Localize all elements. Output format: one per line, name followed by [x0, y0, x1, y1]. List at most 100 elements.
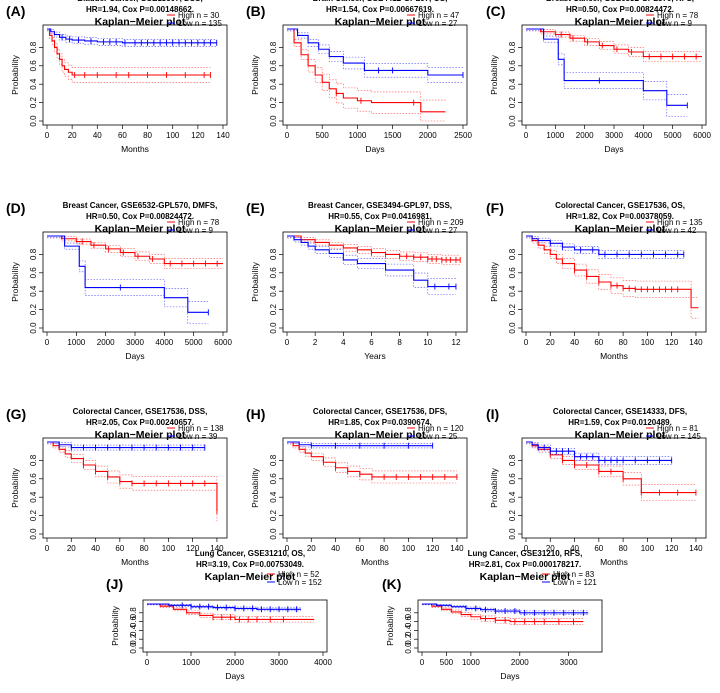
- legend-label: High n = 47: [418, 11, 460, 20]
- km-panel: (I) Colorectal Cancer, GSE14333, DFS, HR=1…: [486, 406, 707, 567]
- y-tick-label: 0.6: [129, 615, 138, 627]
- x-tick-label: 80: [140, 544, 149, 553]
- plot-title: Kaplan−Meier plot: [95, 223, 186, 235]
- plot-title: Kaplan−Meier plot: [335, 429, 426, 441]
- chart-title: Breast Cancer, GSE6532-GPL570, DMFS,: [63, 201, 218, 210]
- y-axis-label: Probability: [10, 467, 20, 507]
- y-tick-label: 0.6: [29, 60, 38, 72]
- x-tick-label: 500: [316, 131, 330, 140]
- panel-label: (I): [486, 406, 499, 422]
- y-tick-label: 0.6: [404, 615, 413, 627]
- chart-title: Colorectal Cancer, GSE17536, OS,: [555, 201, 685, 210]
- x-tick-label: 60: [115, 544, 124, 553]
- survival-curve: [147, 603, 301, 610]
- legend-label: Low n = 9: [178, 226, 213, 235]
- ci-lower: [287, 237, 461, 265]
- y-tick-label: 0.2: [29, 509, 38, 521]
- x-tick-label: 0: [45, 338, 50, 347]
- km-panel: (G) Colorectal Cancer, GSE17536, DSS, HR=2…: [6, 406, 228, 567]
- survival-curve: [47, 235, 209, 313]
- km-panel: (D) Breast Cancer, GSE6532-GPL570, DMFS, H…: [6, 200, 232, 361]
- x-tick-label: 40: [570, 338, 579, 347]
- x-tick-label: 0: [285, 544, 290, 553]
- y-tick-label: 0.4: [269, 491, 278, 503]
- panel-label: (K): [382, 576, 401, 592]
- ci-upper: [526, 28, 702, 52]
- survival-curve: [47, 441, 205, 449]
- y-axis-label: Probability: [489, 54, 499, 94]
- x-tick-label: 0: [285, 131, 290, 140]
- survival-curve: [526, 441, 696, 494]
- y-tick-label: 0.4: [508, 491, 517, 503]
- y-tick-label: 0.8: [269, 248, 278, 260]
- ci-lower: [47, 443, 218, 522]
- legend-label: Low n = 42: [657, 226, 697, 235]
- chart-title: Colorectal Cancer, GSE14333, DFS,: [553, 407, 687, 416]
- ci-lower: [47, 30, 217, 47]
- y-tick-label: 0.6: [29, 473, 38, 485]
- x-tick-label: 20: [546, 338, 555, 347]
- km-panel: (A) Bladder Cancer, GSE13507, DSS, HR=1.94…: [6, 0, 230, 154]
- survival-curve: [47, 28, 217, 44]
- x-tick-label: 0: [45, 131, 50, 140]
- y-axis-label: Probability: [385, 605, 395, 645]
- y-tick-label: 0.8: [129, 607, 138, 619]
- chart-title: Colorectal Cancer, GSE17536, DSS,: [73, 407, 208, 416]
- x-axis-label: Months: [121, 557, 149, 567]
- chart-subtitle: HR=1.85, Cox P=0.0390674.: [328, 418, 432, 427]
- y-tick-label: 0.0: [404, 642, 413, 654]
- legend-label: High n = 120: [418, 424, 464, 433]
- plot-frame: [282, 437, 468, 539]
- km-panel: (E) Breast Cancer, GSE3494-GPL97, DSS, HR=…: [246, 200, 468, 361]
- plot-frame: [42, 231, 228, 333]
- x-tick-label: 20: [307, 544, 316, 553]
- survival-curve: [526, 235, 684, 255]
- x-tick-label: 60: [118, 131, 127, 140]
- ci-lower: [422, 604, 584, 625]
- ci-upper: [287, 235, 456, 279]
- x-tick-label: 20: [68, 131, 77, 140]
- plot-frame: [282, 24, 468, 126]
- y-tick-label: 0.4: [29, 285, 38, 297]
- ci-lower: [47, 237, 209, 324]
- chart-title: Lung Cancer, GSE31210, RFS,: [468, 549, 583, 558]
- x-tick-label: 120: [191, 131, 205, 140]
- panel-label: (F): [486, 200, 504, 216]
- x-tick-label: 3000: [270, 658, 288, 667]
- x-tick-label: 100: [162, 544, 176, 553]
- x-tick-label: 2000: [419, 131, 437, 140]
- y-axis-label: Probability: [489, 467, 499, 507]
- x-tick-label: 3000: [560, 658, 578, 667]
- x-tick-label: 100: [166, 131, 180, 140]
- survival-curve: [526, 28, 702, 58]
- x-tick-label: 40: [91, 544, 100, 553]
- panel-label: (H): [246, 406, 265, 422]
- y-tick-label: 0.0: [129, 642, 138, 654]
- y-axis-label: Probability: [250, 54, 260, 94]
- panel-label: (D): [6, 200, 25, 216]
- x-tick-label: 0: [524, 338, 529, 347]
- x-tick-label: 100: [641, 544, 655, 553]
- legend-label: High n = 78: [657, 11, 699, 20]
- panel-label: (G): [6, 406, 26, 422]
- x-tick-label: 1000: [462, 658, 480, 667]
- y-tick-label: 0.0: [508, 322, 517, 334]
- y-tick-label: 0.6: [508, 267, 517, 279]
- y-tick-label: 0.0: [508, 115, 517, 127]
- y-tick-label: 0.8: [508, 248, 517, 260]
- y-tick-label: 0.8: [508, 454, 517, 466]
- chart-subtitle: HR=0.50, Cox P=0.00824472.: [86, 212, 194, 221]
- x-tick-label: 4000: [314, 658, 332, 667]
- x-tick-label: 80: [380, 544, 389, 553]
- chart-title: Lung Cancer, GSE31210, OS,: [195, 549, 305, 558]
- chart-subtitle: HR=0.55, Cox P=0.0416981.: [328, 212, 432, 221]
- ci-lower: [287, 30, 446, 122]
- y-tick-label: 0.6: [508, 60, 517, 72]
- ci-upper: [526, 235, 699, 298]
- y-tick-label: 0.6: [508, 473, 517, 485]
- y-tick-label: 0.2: [269, 96, 278, 108]
- x-tick-label: 80: [619, 544, 628, 553]
- y-tick-label: 0.2: [508, 509, 517, 521]
- y-tick-label: 0.4: [269, 78, 278, 90]
